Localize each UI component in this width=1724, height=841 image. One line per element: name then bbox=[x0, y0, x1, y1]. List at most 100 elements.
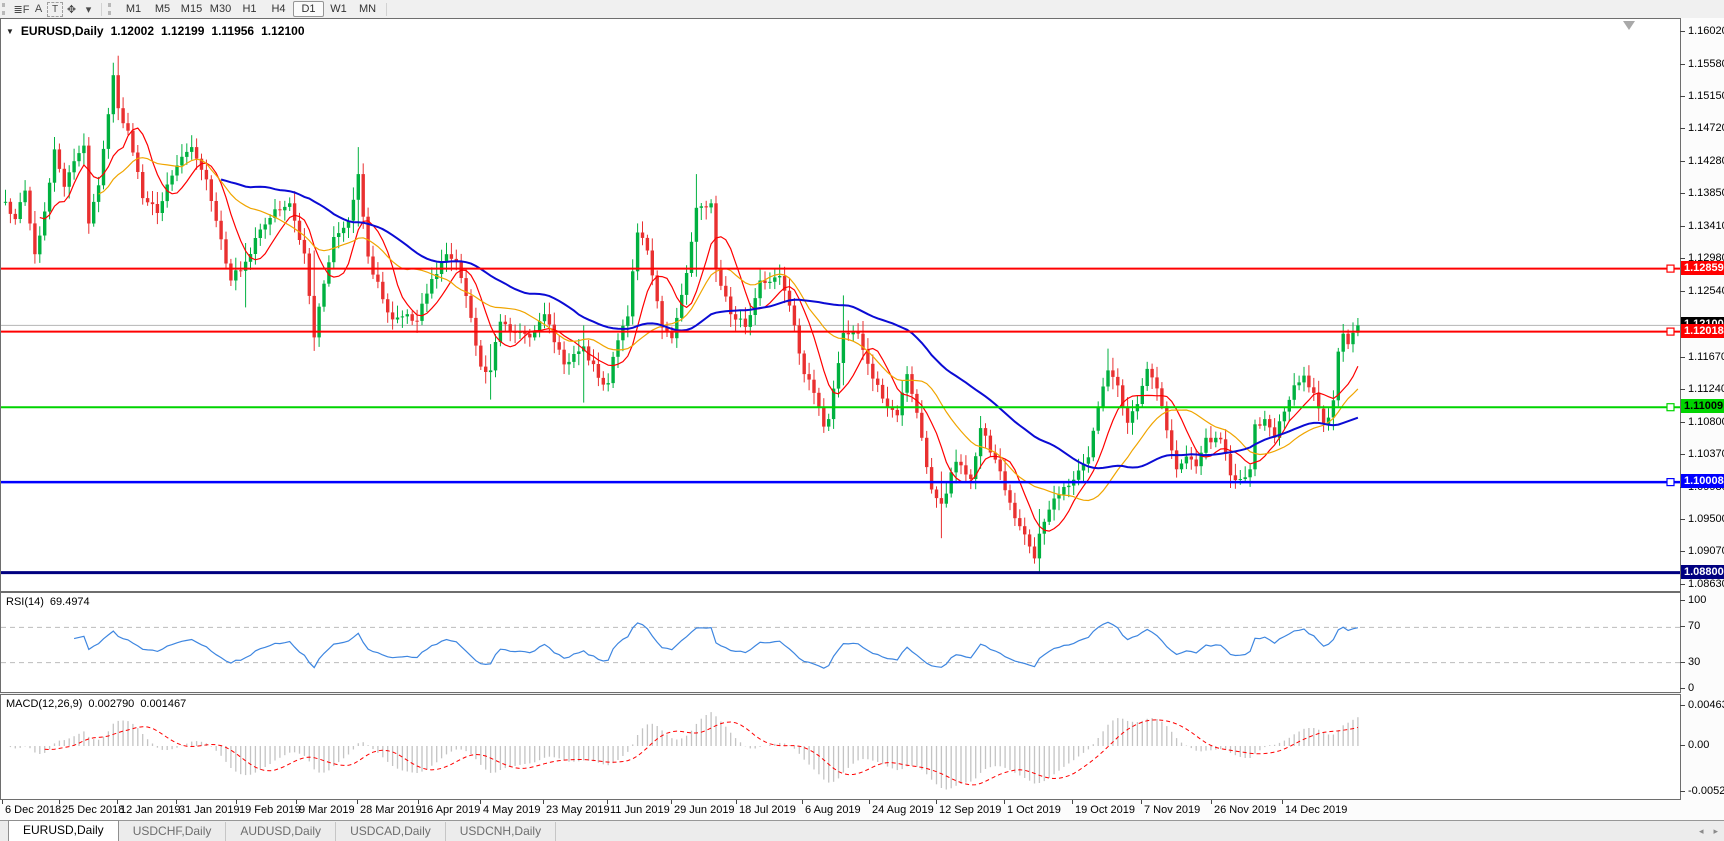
date-axis-label: 16 Apr 2019 bbox=[421, 804, 481, 816]
text-tool-icon[interactable]: A bbox=[34, 3, 43, 15]
macd-axis-label: 0.00463 bbox=[1688, 699, 1724, 711]
chart-tab-bar: EURUSD,Daily USDCHF,Daily AUDUSD,Daily USDC… bbox=[0, 820, 1724, 841]
price-axis-tick bbox=[1680, 551, 1685, 552]
line-anchor-square[interactable] bbox=[1666, 403, 1675, 412]
price-axis-tick bbox=[1680, 226, 1685, 227]
macd-canvas[interactable] bbox=[1, 695, 1680, 799]
date-axis-label: 1 Oct 2019 bbox=[1007, 804, 1061, 816]
toolbar-drag-handle[interactable] bbox=[2, 3, 9, 15]
chart-tab-usdcnh[interactable]: USDCNH,Daily bbox=[446, 822, 557, 841]
timeframe-button-mn[interactable]: MN bbox=[358, 3, 377, 15]
price-axis-tick bbox=[1680, 64, 1685, 65]
date-axis-label: 12 Jan 2019 bbox=[120, 804, 181, 816]
line-anchor-square[interactable] bbox=[1666, 264, 1675, 273]
rsi-indicator-pane[interactable] bbox=[0, 592, 1681, 693]
tab-scroll-right-icon[interactable]: ▸ bbox=[1713, 826, 1718, 836]
date-axis-label: 24 Aug 2019 bbox=[872, 804, 934, 816]
date-axis-tick bbox=[736, 800, 737, 804]
macd-histogram bbox=[9, 712, 1359, 790]
date-axis-tick bbox=[543, 800, 544, 804]
date-axis[interactable] bbox=[0, 800, 1724, 820]
date-axis-label: 28 Mar 2019 bbox=[360, 804, 422, 816]
date-axis-tick bbox=[2, 800, 3, 804]
date-axis-label: 4 May 2019 bbox=[483, 804, 541, 816]
rsi-axis-tick bbox=[1680, 662, 1685, 663]
rsi-line bbox=[73, 621, 1359, 669]
date-axis-tick bbox=[1282, 800, 1283, 804]
timeframe-button-w1[interactable]: W1 bbox=[330, 3, 347, 15]
price-tag: 1.12859 bbox=[1681, 261, 1724, 275]
price-chart-canvas[interactable] bbox=[1, 19, 1680, 591]
timeframe-button-h4[interactable]: H4 bbox=[271, 3, 286, 15]
date-axis-tick bbox=[936, 800, 937, 804]
tab-scroll-left-icon[interactable]: ◂ bbox=[1698, 826, 1704, 836]
timeframe-button-h1[interactable]: H1 bbox=[242, 3, 257, 15]
macd-axis-label: -0.005299 bbox=[1688, 785, 1724, 797]
macd-axis-tick bbox=[1680, 791, 1685, 792]
label-tool-icon[interactable]: T bbox=[47, 1, 63, 17]
symbol-dropdown-icon[interactable]: ▼ bbox=[6, 26, 14, 36]
price-axis-tick bbox=[1680, 193, 1685, 194]
chart-tab-eurusd[interactable]: EURUSD,Daily bbox=[8, 820, 119, 841]
chart-tab-usdchf[interactable]: USDCHF,Daily bbox=[119, 822, 227, 841]
date-axis-tick bbox=[802, 800, 803, 804]
macd-axis-label: 0.00 bbox=[1688, 739, 1710, 751]
price-axis-label: 1.12540 bbox=[1688, 285, 1724, 297]
rsi-canvas[interactable] bbox=[1, 593, 1680, 692]
price-axis-label: 1.15150 bbox=[1688, 90, 1724, 102]
chart-tab-audusd[interactable]: AUDUSD,Daily bbox=[226, 822, 337, 841]
price-axis-tick bbox=[1680, 519, 1685, 520]
date-axis-tick bbox=[607, 800, 608, 804]
moving-average-20 bbox=[98, 157, 1359, 502]
chart-shift-marker-icon bbox=[1623, 21, 1635, 30]
shapes-tool-icon[interactable]: ✥ bbox=[66, 3, 77, 16]
toolbar-separator bbox=[101, 2, 102, 16]
rsi-axis-label: 100 bbox=[1688, 594, 1707, 606]
date-axis-label: 12 Sep 2019 bbox=[939, 804, 1002, 816]
date-axis-label: 11 Jun 2019 bbox=[610, 804, 670, 816]
price-axis-tick bbox=[1680, 31, 1685, 32]
date-axis-tick bbox=[480, 800, 481, 804]
price-axis-tick bbox=[1680, 584, 1685, 585]
ohlc-open: 1.12002 bbox=[110, 24, 154, 38]
price-chart-pane[interactable] bbox=[0, 18, 1681, 592]
toolbar-separator bbox=[386, 2, 387, 16]
macd-indicator-pane[interactable] bbox=[0, 694, 1681, 800]
candles-layer bbox=[3, 55, 1360, 574]
timeframe-button-m1[interactable]: M1 bbox=[125, 3, 142, 15]
chart-tab-usdcad[interactable]: USDCAD,Daily bbox=[336, 822, 446, 841]
date-axis-tick bbox=[357, 800, 358, 804]
moving-average-45 bbox=[220, 178, 1359, 470]
timeframe-button-m30[interactable]: M30 bbox=[209, 3, 232, 15]
price-tag: 1.08800 bbox=[1681, 565, 1724, 579]
shapes-dropdown-icon[interactable]: ▾ bbox=[85, 3, 92, 16]
price-axis-label: 1.10800 bbox=[1688, 416, 1724, 428]
rsi-axis-tick bbox=[1680, 626, 1685, 627]
price-axis-tick bbox=[1680, 357, 1685, 358]
timeframe-button-d1[interactable]: D1 bbox=[293, 1, 324, 17]
price-tag: 1.10008 bbox=[1681, 474, 1724, 488]
macd-value1: 0.002790 bbox=[88, 698, 135, 710]
date-axis-tick bbox=[117, 800, 118, 804]
timeframe-button-m5[interactable]: M5 bbox=[154, 3, 171, 15]
date-axis-label: 31 Jan 2019 bbox=[179, 804, 240, 816]
rsi-axis-tick bbox=[1680, 600, 1685, 601]
price-axis-tick bbox=[1680, 454, 1685, 455]
date-axis-label: 19 Oct 2019 bbox=[1075, 804, 1135, 816]
toolbar-drag-handle[interactable] bbox=[108, 3, 115, 15]
tab-scrollers: ◂ ▸ bbox=[1699, 826, 1718, 837]
line-anchor-square[interactable] bbox=[1666, 478, 1675, 487]
price-axis-label: 1.11670 bbox=[1688, 351, 1724, 363]
rsi-axis-label: 0 bbox=[1688, 682, 1695, 694]
fibo-tool-icon[interactable]: ≣F bbox=[13, 3, 30, 16]
rsi-name: RSI(14) bbox=[6, 596, 44, 608]
price-axis-tick bbox=[1680, 291, 1685, 292]
line-anchor-square[interactable] bbox=[1666, 327, 1675, 336]
rsi-value: 69.4974 bbox=[49, 596, 90, 608]
date-axis-label: 26 Nov 2019 bbox=[1214, 804, 1277, 816]
date-axis-label: 29 Jun 2019 bbox=[674, 804, 735, 816]
chart-symbol-label: EURUSD,Daily bbox=[20, 24, 104, 38]
date-axis-tick bbox=[176, 800, 177, 804]
timeframe-button-m15[interactable]: M15 bbox=[180, 3, 203, 15]
